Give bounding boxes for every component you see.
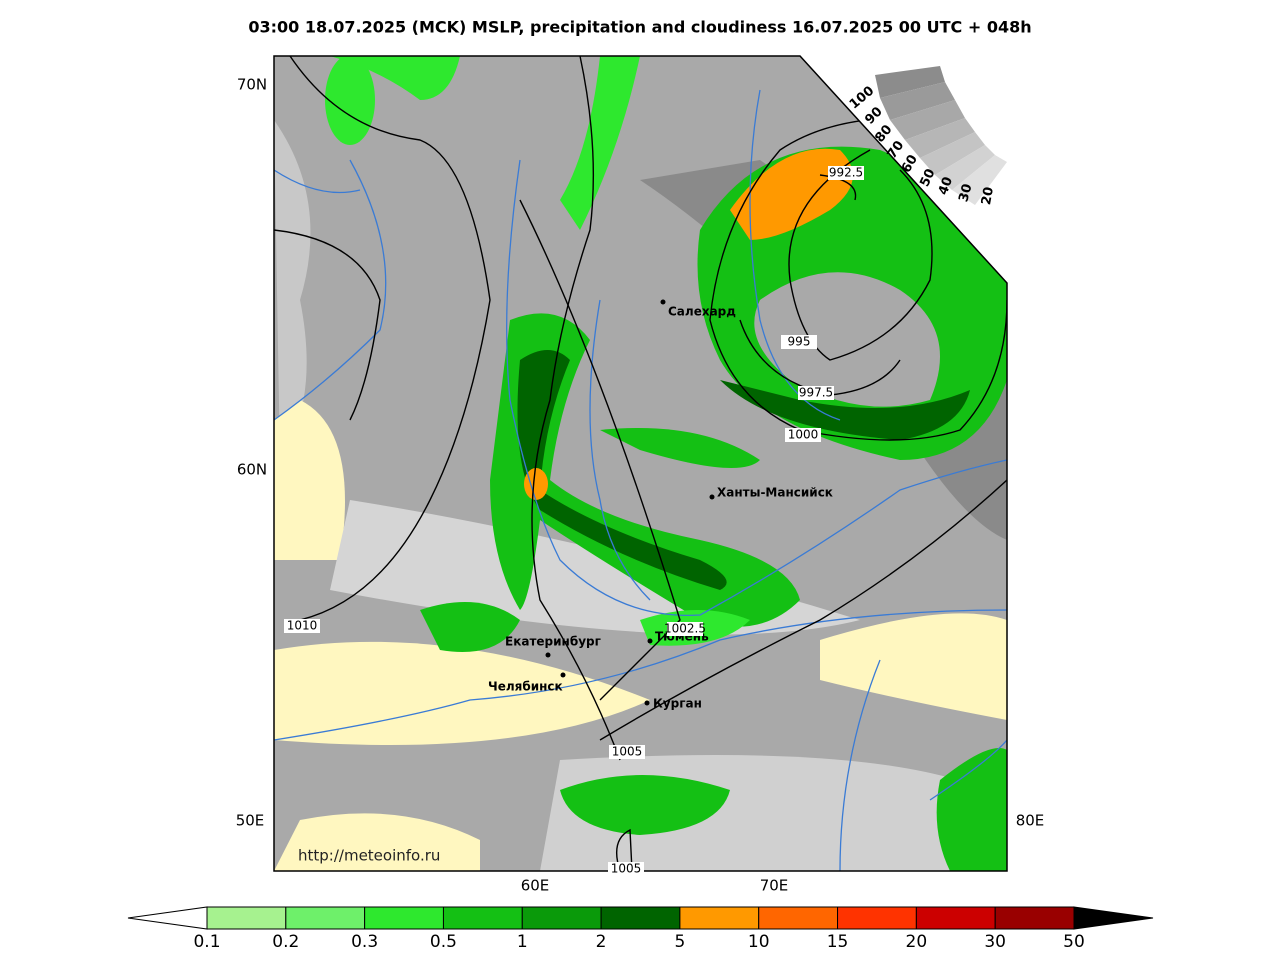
city-dot [560, 672, 566, 678]
colorbar-segment [758, 906, 839, 930]
city-dot [709, 494, 715, 500]
isobar-label-bg [828, 166, 864, 180]
colorbar-segment [600, 906, 681, 930]
city-dot [660, 299, 666, 305]
city-label: Салехард [668, 305, 736, 319]
isobar-label-bg [284, 619, 320, 633]
colorbar-segment [915, 906, 996, 930]
colorbar-tick-label: 30 [984, 932, 1006, 952]
isobar-label: 1005 [611, 862, 642, 876]
colorbar-tick-label: 2 [596, 932, 607, 952]
isobar-label-bg [608, 862, 644, 876]
city-label: Ханты-Мансийск [717, 486, 833, 500]
grid-label: 50E [236, 812, 265, 830]
colorbar-tick-label: 0.1 [193, 932, 220, 952]
colorbar-segment [521, 906, 602, 930]
colorbar-tick-label: 0.2 [272, 932, 299, 952]
map [274, 56, 1007, 871]
grid-label: 70N [237, 76, 267, 94]
isobar-label: 995 [788, 335, 811, 349]
colorbar-tick-label: 5 [674, 932, 685, 952]
cloud-fan [875, 66, 1007, 205]
isobar-label: 1000 [788, 428, 819, 442]
city-label: Курган [653, 697, 702, 711]
colorbar-segment [679, 906, 760, 930]
colorbar-tick-label: 20 [906, 932, 928, 952]
isobar-label-bg [609, 745, 645, 759]
source-url: http://meteoinfo.ru [298, 847, 440, 865]
colorbar-segment [442, 906, 523, 930]
colorbar-tick-label: 1 [517, 932, 528, 952]
grid-label: 60E [521, 877, 550, 895]
cloud-scale-label: 20 [979, 186, 997, 206]
isobar-label: 992.5 [829, 166, 863, 180]
colorbar-tick-label: 0.3 [351, 932, 378, 952]
colorbar-segment [994, 906, 1075, 930]
city-label: Екатеринбург [505, 635, 601, 649]
isobar-label: 1002.5 [664, 622, 706, 636]
grid-label: 80E [1016, 812, 1045, 830]
isobar-label-bg [667, 622, 703, 636]
isobar-label-bg [781, 335, 817, 349]
colorbar-segment [364, 906, 444, 930]
isobar-label: 1010 [287, 619, 318, 633]
cloud-scale-label: 50 [917, 167, 938, 190]
city-label: Челябинск [488, 680, 563, 694]
colorbar-segment [837, 906, 917, 930]
city-dot [545, 652, 551, 658]
isobar-label-bg [798, 386, 834, 400]
colorbar-tick-label: 50 [1063, 932, 1085, 952]
colorbar-tick-label: 15 [827, 932, 849, 952]
city-dot [647, 638, 653, 644]
city-dot [644, 700, 650, 706]
colorbar-max-arrow [1073, 906, 1154, 930]
colorbar-min-arrow [127, 906, 208, 930]
isobar-label: 1005 [612, 745, 643, 759]
grid-label: 60N [237, 461, 267, 479]
colorbar-segment [206, 906, 287, 930]
grid-label: 70E [760, 877, 789, 895]
isobar-label-bg [785, 428, 821, 442]
isobar-label: 997.5 [799, 386, 833, 400]
cloud-scale-label: 30 [956, 182, 975, 203]
colorbar-tick-label: 10 [748, 932, 770, 952]
cloud-scale-label: 40 [936, 175, 956, 197]
colorbar-tick-label: 0.5 [430, 932, 457, 952]
colorbar-segment [285, 906, 366, 930]
title: 03:00 18.07.2025 (MCK) MSLP, precipitati… [248, 18, 1031, 37]
